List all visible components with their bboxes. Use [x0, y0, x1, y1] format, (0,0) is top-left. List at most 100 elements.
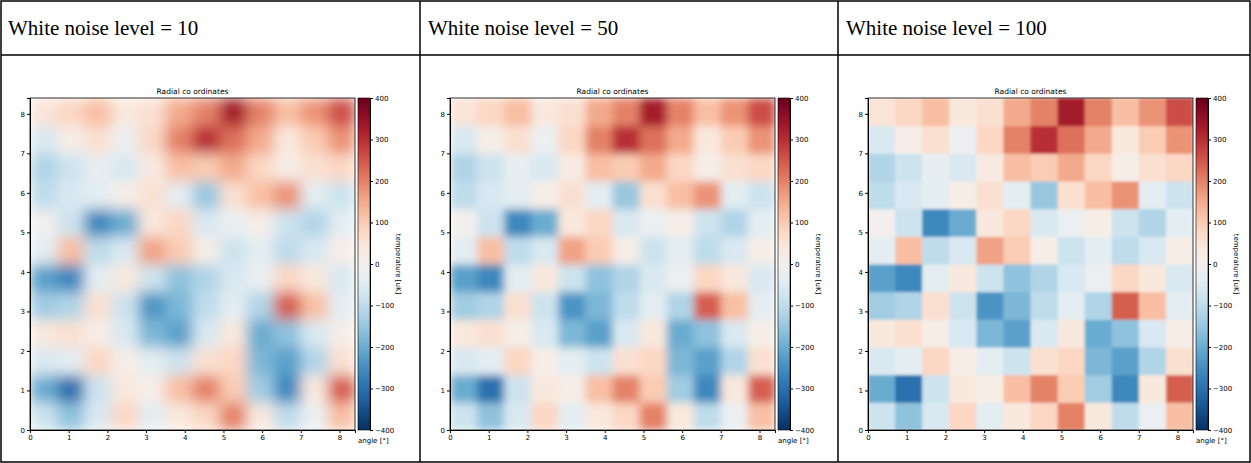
tick-label: 5	[1060, 434, 1064, 442]
cell	[220, 153, 248, 181]
tick: 2	[106, 430, 110, 442]
cell	[868, 292, 896, 320]
cell	[165, 319, 193, 347]
cell	[1085, 347, 1113, 375]
cell	[274, 181, 302, 209]
plot-area	[450, 98, 775, 430]
cell	[111, 181, 139, 209]
tick-label: 100	[795, 219, 808, 227]
cell	[57, 209, 85, 237]
tick-label: 7	[719, 434, 723, 442]
cell	[193, 402, 221, 430]
chart-title: Radial co ordinates	[157, 87, 229, 96]
tick-label: 0	[859, 427, 863, 435]
cell	[1139, 209, 1167, 237]
tick-label: 8	[21, 111, 25, 119]
cell	[585, 181, 613, 209]
tick-label: −400	[1213, 427, 1232, 435]
cell	[949, 126, 977, 154]
x-axis: 012345678	[28, 430, 355, 442]
cell	[1139, 402, 1167, 430]
cell	[1166, 402, 1193, 430]
cell	[613, 126, 641, 154]
cell	[450, 153, 478, 181]
tick-mark	[790, 430, 793, 431]
cell	[274, 347, 302, 375]
tick: 300	[1208, 136, 1226, 144]
cell	[922, 98, 950, 126]
cell	[1085, 209, 1113, 237]
cell	[504, 98, 532, 126]
cell	[301, 126, 329, 154]
tick-mark	[790, 306, 793, 307]
cell	[895, 375, 923, 403]
tick-mark	[1208, 430, 1211, 431]
cell	[328, 347, 355, 375]
tick: 6	[260, 430, 265, 442]
cell	[976, 402, 1004, 430]
tick: 7	[1137, 430, 1141, 442]
tick-mark	[489, 430, 490, 433]
cell	[748, 181, 775, 209]
tick-label: 3	[144, 434, 148, 442]
cell	[30, 236, 58, 264]
panel: 012345678012345678Radial co ordinates−40…	[21, 87, 402, 445]
tick-label: −200	[795, 344, 814, 352]
cell	[1112, 181, 1140, 209]
tick: 3	[441, 308, 450, 316]
cell	[477, 181, 505, 209]
tick-mark	[146, 430, 147, 433]
page: White noise level = 10White noise level …	[0, 0, 1251, 463]
cell	[721, 319, 749, 347]
cell	[949, 181, 977, 209]
cell	[531, 319, 559, 347]
tick: 1	[859, 387, 868, 395]
cell	[1112, 98, 1140, 126]
cell	[247, 181, 275, 209]
tick: −100	[370, 302, 394, 310]
cell	[1031, 98, 1059, 126]
cell	[1139, 375, 1167, 403]
table-frame	[1, 1, 1250, 462]
cell	[667, 347, 695, 375]
cell	[667, 98, 695, 126]
cell	[247, 264, 275, 292]
tick: 2	[441, 348, 450, 356]
cell	[57, 153, 85, 181]
cell	[138, 236, 166, 264]
cell	[949, 375, 977, 403]
tick-label: 7	[299, 434, 303, 442]
tick-mark	[721, 430, 722, 433]
cell	[450, 236, 478, 264]
cell	[531, 236, 559, 264]
tick: −100	[790, 302, 814, 310]
colorbar-label: temperature [uK]	[394, 234, 402, 295]
cell	[949, 264, 977, 292]
y-axis: 012345678	[21, 99, 31, 435]
tick: 0	[28, 430, 32, 442]
cell	[613, 264, 641, 292]
cell	[721, 292, 749, 320]
cell	[868, 402, 896, 430]
cell	[895, 292, 923, 320]
cell	[1058, 319, 1086, 347]
tick-label: 7	[21, 150, 25, 158]
tick-mark	[1208, 98, 1211, 99]
tick-mark	[370, 306, 373, 307]
cell	[922, 236, 950, 264]
tick: 3	[564, 430, 568, 442]
cell	[477, 126, 505, 154]
tick: 8	[21, 111, 30, 119]
cell	[976, 181, 1004, 209]
cell	[868, 236, 896, 264]
cell	[694, 347, 722, 375]
cell	[30, 209, 58, 237]
cell	[667, 153, 695, 181]
cell	[247, 236, 275, 264]
cell	[84, 98, 112, 126]
cell	[976, 153, 1004, 181]
cell	[1058, 181, 1086, 209]
cell	[1031, 209, 1059, 237]
cell	[868, 126, 896, 154]
tick-mark	[1208, 223, 1211, 224]
